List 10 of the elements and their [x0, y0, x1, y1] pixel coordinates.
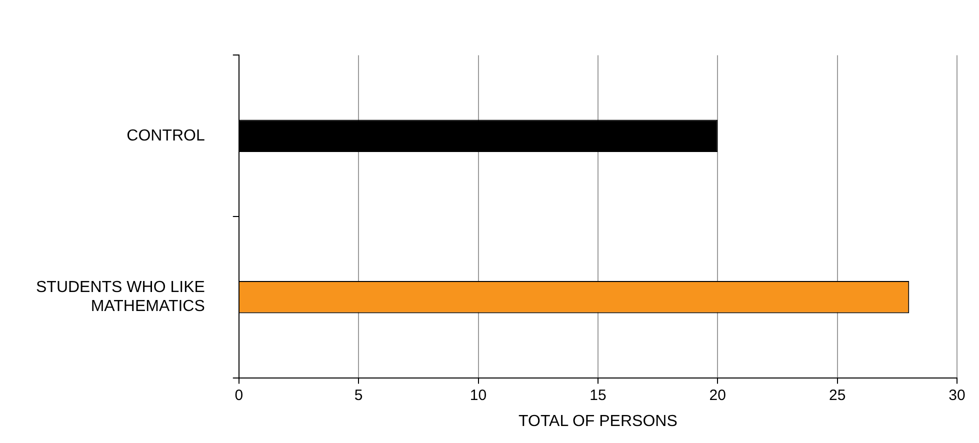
x-tick-label: 20 — [709, 386, 726, 404]
x-tick-label: 5 — [354, 386, 363, 404]
x-tick-label: 0 — [234, 386, 244, 404]
x-tick-label: 30 — [948, 386, 966, 404]
x-tick-label: 15 — [590, 386, 606, 404]
x-tick-label: 10 — [470, 386, 487, 404]
y-tick-label: STUDENTS WHO LIKE MATHEMATICS — [36, 278, 205, 316]
x-tick-label: 25 — [828, 386, 846, 404]
y-tick-label: CONTROL — [126, 127, 205, 144]
x-axis-title: TOTAL OF PERSONS — [518, 412, 678, 430]
